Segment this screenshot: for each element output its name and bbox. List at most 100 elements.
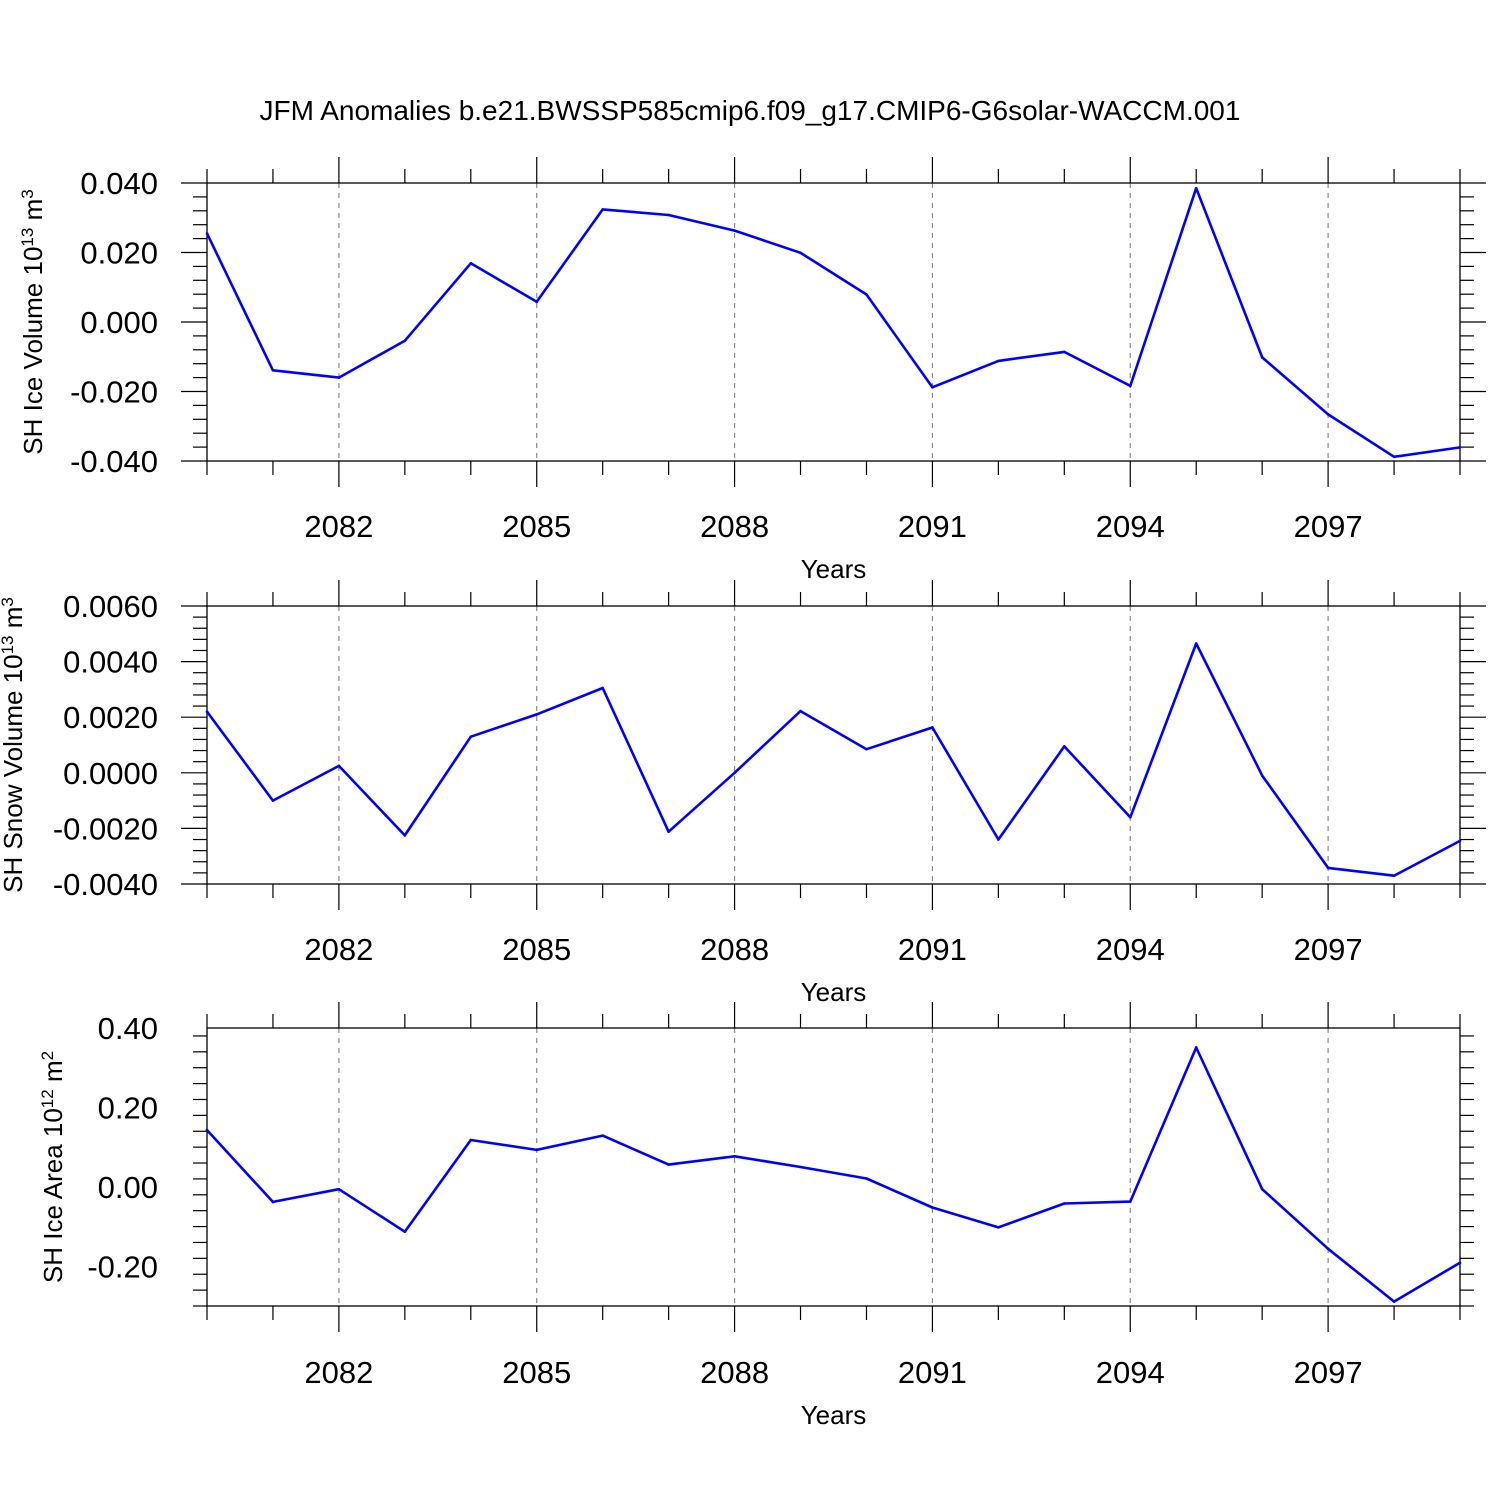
- data-point: [733, 771, 736, 775]
- data-point: [667, 213, 670, 217]
- series-line: [205, 186, 1461, 459]
- data-point: [1392, 455, 1396, 459]
- x-tick-label: 2097: [1294, 509, 1363, 544]
- x-tick-label: 2088: [700, 932, 769, 967]
- y-axis-label-part: SH Ice Volume 10: [18, 247, 48, 455]
- y-axis-label-part: m: [38, 1060, 68, 1089]
- y-tick-label: 0.020: [80, 236, 158, 271]
- x-tick-label: 2088: [700, 1355, 769, 1390]
- data-point: [931, 386, 934, 389]
- y-tick-label: 0.20: [98, 1090, 158, 1125]
- plot-frame: [206, 182, 1461, 462]
- y-axis-label: SH Ice Area 1012 m2: [38, 1051, 69, 1283]
- data-point: [1326, 866, 1330, 870]
- data-point: [1128, 384, 1132, 388]
- data-point: [469, 261, 473, 265]
- data-point: [1392, 1300, 1396, 1303]
- data-point: [337, 1187, 341, 1191]
- data-point: [1194, 1046, 1198, 1049]
- series-line: [205, 642, 1461, 878]
- data-point: [1458, 839, 1462, 843]
- x-tick-label: 2091: [898, 1355, 967, 1390]
- data-point: [469, 1138, 473, 1142]
- data-point: [865, 293, 868, 296]
- data-point: [1260, 1187, 1264, 1191]
- y-axis-label-superscript: 2: [38, 1051, 57, 1060]
- x-tick-label: 2097: [1294, 932, 1363, 967]
- data-point: [403, 834, 407, 837]
- data-point: [601, 208, 604, 211]
- panel-3: 2082 2085 2088 2091 2094 2097 0.40 0.20 0.00 -0.2…: [38, 1002, 1474, 1430]
- y-tick-label: 0.0000: [63, 756, 158, 791]
- data-point: [1194, 642, 1198, 645]
- plot-frame: [206, 1027, 1461, 1307]
- panels: 2082 2085 2088 2091 2094 2097 0.040 0.020 0.000 -…: [0, 157, 1486, 1430]
- data-point: [271, 369, 275, 372]
- x-tick-label: 2082: [304, 1355, 373, 1390]
- y-axis-label-part: m: [18, 199, 48, 228]
- data-point: [271, 799, 275, 802]
- series-line: [206, 1046, 1461, 1303]
- y-tick-label: -0.020: [70, 375, 158, 410]
- x-tick-label: 2082: [304, 932, 373, 967]
- data-point: [931, 1206, 934, 1209]
- data-point: [1063, 350, 1066, 354]
- data-point: [1392, 874, 1396, 877]
- y-axis-label-superscript: 13: [18, 228, 37, 247]
- data-point: [1260, 774, 1264, 777]
- y-tick-label: 0.000: [80, 305, 158, 340]
- x-tick-label: 2094: [1096, 509, 1165, 544]
- y-axis-label: SH Ice Volume 1013 m3: [18, 189, 49, 454]
- y-axis-label-superscript: 3: [18, 189, 37, 198]
- y-tick-label: -0.0040: [53, 867, 158, 902]
- y-tick-label: 0.00: [98, 1170, 158, 1205]
- panel-1: 2082 2085 2088 2091 2094 2097 0.040 0.020 0.000 -…: [18, 157, 1486, 584]
- y-tick-label: 0.040: [80, 166, 158, 201]
- data-point: [1260, 356, 1264, 359]
- data-point: [667, 1163, 670, 1166]
- data-point: [799, 251, 802, 255]
- data-point: [403, 1230, 407, 1234]
- x-tick-label: 2094: [1096, 932, 1165, 967]
- y-tick-label: -0.0020: [53, 811, 158, 846]
- data-point: [1458, 1261, 1462, 1265]
- data-point: [733, 1154, 736, 1158]
- x-tick-label: 2085: [502, 509, 571, 544]
- data-point: [469, 735, 473, 738]
- data-point: [1326, 1247, 1330, 1251]
- data-point: [205, 232, 209, 235]
- x-tick-label: 2088: [700, 509, 769, 544]
- x-tick-label: 2091: [898, 932, 967, 967]
- x-tick-label: 2085: [502, 1355, 571, 1390]
- y-tick-label: 0.0040: [63, 645, 158, 680]
- x-tick-label: 2091: [898, 509, 967, 544]
- figure-title: JFM Anomalies b.e21.BWSSP585cmip6.f09_g1…: [260, 95, 1241, 126]
- y-axis-label-part: SH Ice Area 10: [38, 1108, 68, 1283]
- data-point: [799, 1165, 802, 1169]
- data-point: [403, 339, 407, 343]
- y-axis-label-superscript: 3: [0, 597, 17, 606]
- data-point: [601, 686, 604, 690]
- y-axis-label: SH Snow Volume 1013 m3: [0, 597, 28, 893]
- data-point: [1194, 186, 1198, 190]
- data-point: [535, 713, 539, 716]
- plot-frame: [206, 605, 1461, 885]
- data-point: [799, 709, 802, 713]
- data-point: [667, 830, 670, 834]
- y-axis-label-superscript: 12: [38, 1089, 57, 1108]
- data-point: [1458, 446, 1462, 449]
- x-axis-label: Years: [801, 1400, 867, 1430]
- data-point: [733, 229, 736, 232]
- data-point: [337, 376, 341, 379]
- data-point: [205, 1128, 209, 1132]
- data-point: [535, 1148, 539, 1152]
- y-tick-label: -0.040: [70, 444, 158, 479]
- data-point: [865, 1177, 868, 1180]
- data-point: [1128, 1200, 1132, 1203]
- data-point: [865, 747, 868, 751]
- y-tick-label: -0.20: [87, 1249, 158, 1284]
- y-tick-label: 0.40: [98, 1011, 158, 1046]
- data-point: [997, 359, 1000, 363]
- x-tick-label: 2085: [502, 932, 571, 967]
